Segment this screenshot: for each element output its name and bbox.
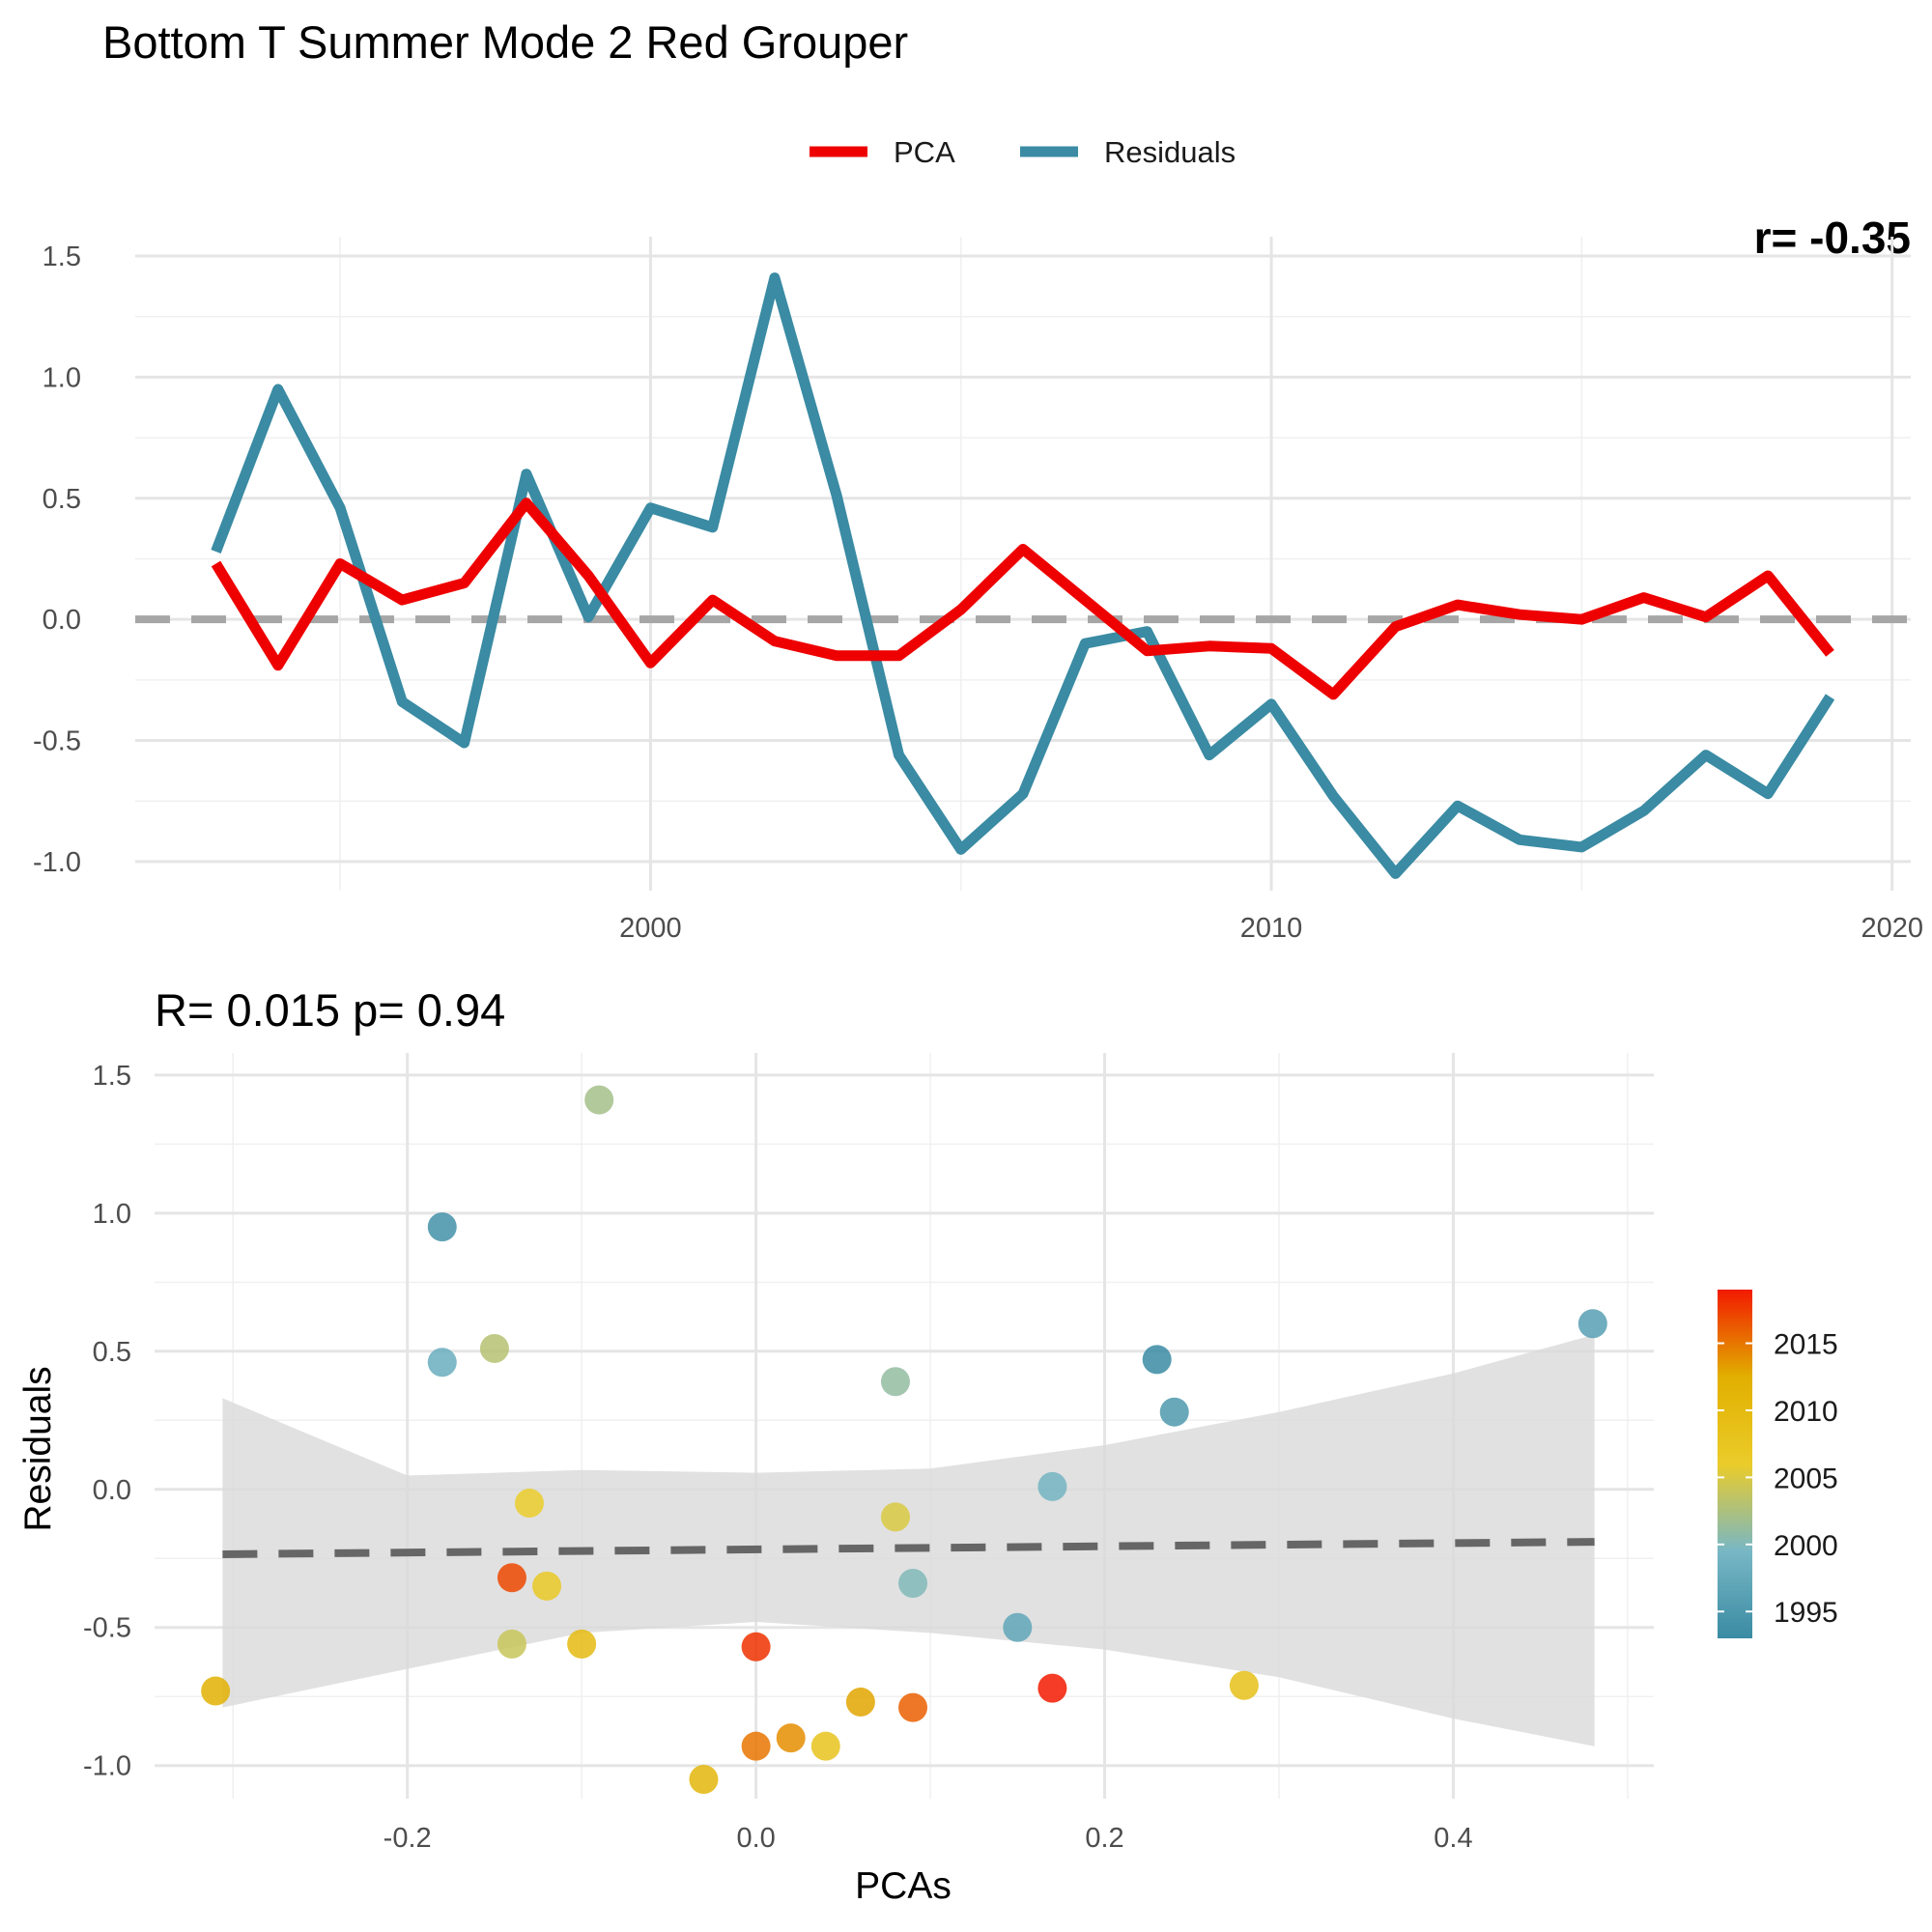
scatter-point xyxy=(201,1676,231,1706)
colorbar-tick-label: 2000 xyxy=(1774,1530,1838,1562)
scatter-point xyxy=(427,1212,457,1242)
confidence-band xyxy=(222,1334,1595,1747)
bottom-y-tick-label: 1.5 xyxy=(93,1061,131,1092)
top-x-tick-label: 2010 xyxy=(1240,913,1303,944)
scatter-point xyxy=(1229,1670,1259,1700)
bottom-x-tick-label: -0.2 xyxy=(384,1823,432,1854)
top-chart-corner-note: r= -0.35 xyxy=(1754,213,1911,263)
top-x-tick-label: 2020 xyxy=(1861,913,1923,944)
top-y-tick-label: 0.0 xyxy=(43,605,81,636)
colorbar-gradient xyxy=(1718,1290,1752,1638)
scatter-point xyxy=(567,1629,597,1659)
top-chart-title: Bottom T Summer Mode 2 Red Grouper xyxy=(102,16,908,68)
colorbar-tick-label: 2005 xyxy=(1774,1463,1838,1494)
scatter-point xyxy=(810,1731,840,1761)
scatter-point xyxy=(741,1731,771,1761)
scatter-point xyxy=(776,1723,806,1753)
top-y-tick-label: 1.0 xyxy=(43,362,81,393)
colorbar-tick-label: 2015 xyxy=(1774,1329,1838,1361)
top-y-tick-label: 0.5 xyxy=(43,484,81,515)
scatter-point xyxy=(741,1632,771,1662)
scatter-point xyxy=(880,1367,910,1397)
scatter-point xyxy=(1037,1673,1067,1703)
scatter-point xyxy=(1142,1345,1172,1375)
scatter-point xyxy=(497,1629,526,1659)
fit-line xyxy=(222,1538,1595,1558)
bottom-x-tick-label: 0.2 xyxy=(1085,1823,1123,1854)
scatter-point xyxy=(584,1085,614,1115)
scatter-point xyxy=(1159,1397,1189,1427)
scatter-point xyxy=(479,1333,509,1363)
y-axis-label: Residuals xyxy=(17,1366,59,1531)
legend-label-pca: PCA xyxy=(894,135,955,169)
bottom-panel: -1.0 -0.5 0.0 0.5 1.0 1.5 -0.2 0.0 0.2 0.4 xyxy=(83,1053,1654,1854)
scatter-point xyxy=(497,1563,526,1593)
bottom-y-tick-label: -1.0 xyxy=(83,1751,131,1782)
scatter-point xyxy=(515,1489,544,1519)
bottom-y-tick-label: 0.0 xyxy=(93,1475,131,1506)
bottom-y-tick-label: 0.5 xyxy=(93,1337,131,1368)
scatter-point xyxy=(898,1692,928,1722)
colorbar-tick-label: 1995 xyxy=(1774,1597,1838,1629)
scatter-point xyxy=(689,1764,719,1794)
bottom-x-tick-label: 0.4 xyxy=(1434,1823,1472,1854)
top-x-tick-label: 2000 xyxy=(619,913,682,944)
scatter-point xyxy=(1003,1612,1033,1642)
bottom-chart-title: R= 0.015 p= 0.94 xyxy=(155,984,505,1036)
scatter-point xyxy=(1037,1471,1067,1501)
scatter-point xyxy=(880,1502,910,1532)
top-y-tick-label: -1.0 xyxy=(33,847,81,878)
bottom-x-tick-label: 0.0 xyxy=(736,1823,775,1854)
scatter-point xyxy=(898,1568,928,1598)
scatter-point xyxy=(532,1571,562,1601)
series-line-residuals xyxy=(211,272,1835,879)
colorbar-tick-label: 2010 xyxy=(1774,1396,1838,1428)
bottom-y-tick-label: 1.0 xyxy=(93,1199,131,1230)
top-y-tick-label: -0.5 xyxy=(33,726,81,757)
scatter-point xyxy=(427,1348,457,1378)
bottom-y-tick-label: -0.5 xyxy=(83,1613,131,1644)
scatter-point xyxy=(845,1687,875,1717)
x-axis-label: PCAs xyxy=(855,1865,952,1907)
series-line-pca xyxy=(211,497,1834,700)
scatter-point xyxy=(1577,1309,1607,1339)
top-y-tick-label: 1.5 xyxy=(43,242,81,272)
legend-label-residuals: Residuals xyxy=(1104,135,1236,169)
legend: PCA Residuals xyxy=(810,135,1236,169)
colorbar: 1995 2000 2005 2010 2015 xyxy=(1718,1290,1838,1638)
top-panel: -1.0 -0.5 0.0 0.5 1.0 1.5 2000 2010 2020 xyxy=(33,237,1923,944)
